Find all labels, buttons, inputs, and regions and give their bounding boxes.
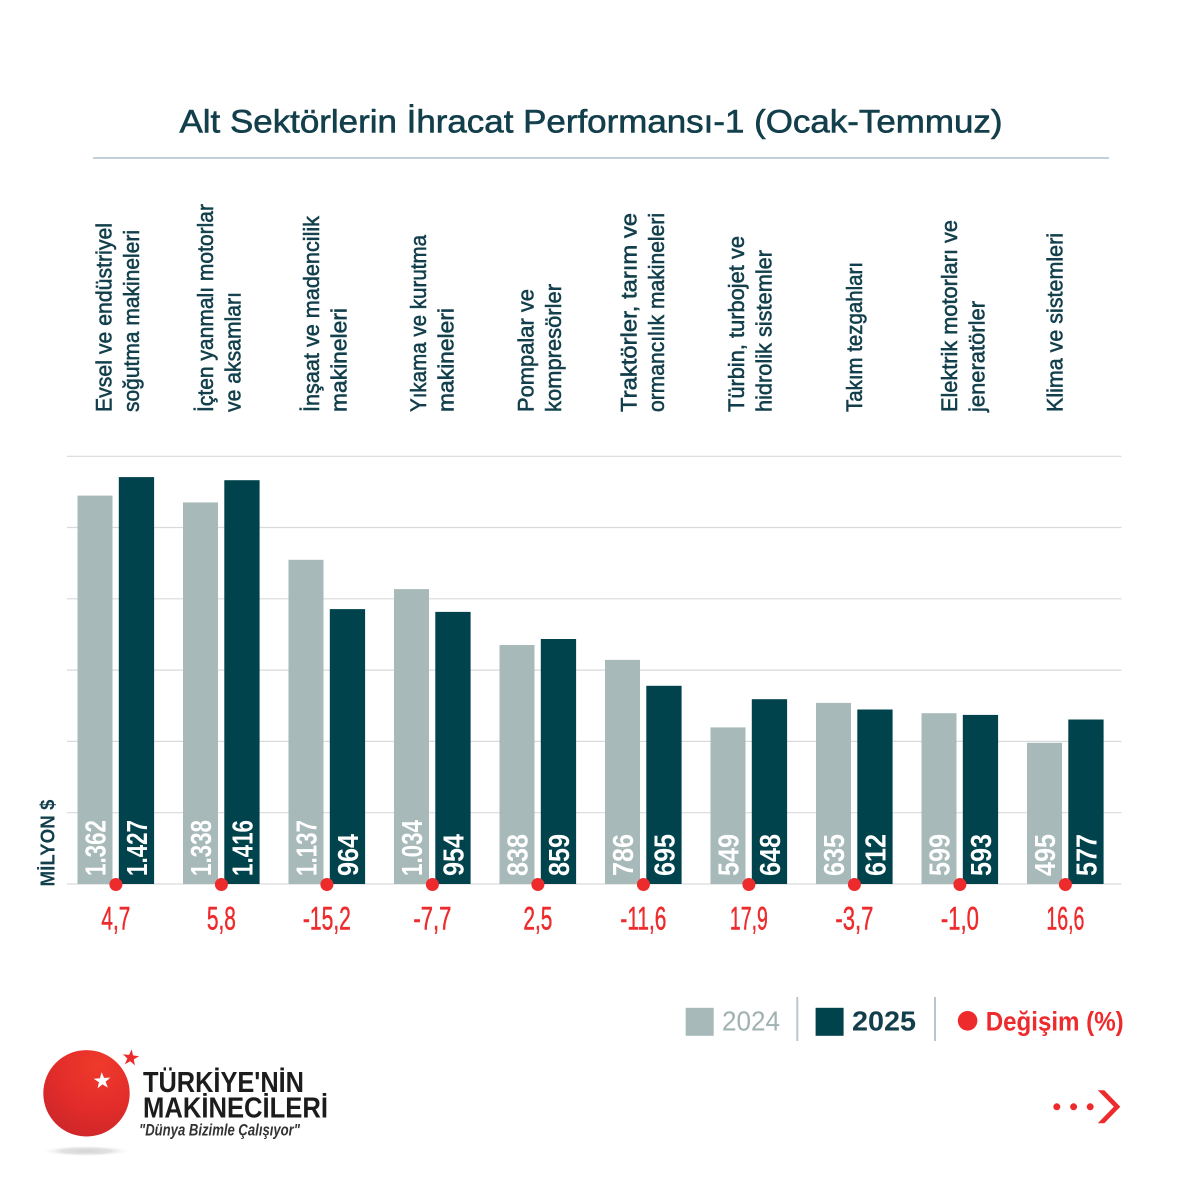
svg-text:MİLYON $: MİLYON $ — [37, 800, 60, 887]
svg-text:17,9: 17,9 — [730, 900, 768, 936]
svg-text:838: 838 — [503, 834, 535, 876]
svg-text:964: 964 — [333, 834, 365, 876]
svg-text:İnşaat ve madencilik: İnşaat ve madencilik — [299, 215, 324, 412]
svg-text:2,5: 2,5 — [523, 900, 552, 936]
svg-text:Klima ve sistemleri: Klima ve sistemleri — [1042, 233, 1067, 412]
svg-text:Elektrik motorları ve: Elektrik motorları ve — [937, 220, 962, 412]
svg-text:İçten yanmalı motorlar: İçten yanmalı motorlar — [193, 204, 218, 412]
svg-text:954: 954 — [439, 834, 471, 876]
svg-text:TÜRKİYE'NİN: TÜRKİYE'NİN — [143, 1066, 304, 1099]
svg-text:1.427: 1.427 — [122, 820, 154, 876]
svg-text:1.362: 1.362 — [81, 820, 113, 876]
svg-text:1.338: 1.338 — [186, 820, 218, 876]
svg-text:Değişim (%): Değişim (%) — [986, 1007, 1124, 1037]
svg-text:Traktörler, tarım ve: Traktörler, tarım ve — [617, 213, 642, 412]
svg-text:1.416: 1.416 — [228, 820, 260, 876]
svg-text:soğutma makineleri: soğutma makineleri — [119, 230, 144, 412]
svg-text:MAKİNECİLERİ: MAKİNECİLERİ — [143, 1093, 328, 1125]
svg-text:2025: 2025 — [852, 1006, 916, 1037]
svg-text:-15,2: -15,2 — [303, 900, 351, 936]
svg-text:1.034: 1.034 — [397, 820, 429, 876]
svg-text:ve aksamları: ve aksamları — [220, 292, 245, 412]
svg-text:-7,7: -7,7 — [413, 900, 451, 936]
svg-text:Takım tezgahları: Takım tezgahları — [842, 262, 867, 412]
svg-text:makineleri: makineleri — [434, 308, 459, 412]
svg-text:makineleri: makineleri — [326, 308, 351, 412]
svg-text:Evsel ve endüstriyel: Evsel ve endüstriyel — [92, 223, 117, 412]
svg-text:648: 648 — [755, 834, 787, 876]
svg-text:635: 635 — [819, 834, 851, 876]
svg-text:-11,6: -11,6 — [620, 900, 666, 936]
svg-text:-3,7: -3,7 — [835, 900, 873, 936]
svg-text:612: 612 — [861, 834, 893, 876]
svg-text:859: 859 — [544, 834, 576, 876]
svg-text:593: 593 — [966, 834, 998, 876]
svg-text:5,8: 5,8 — [207, 900, 236, 936]
svg-text:4,7: 4,7 — [101, 900, 130, 936]
svg-text:Türbin, turbojet ve: Türbin, turbojet ve — [724, 236, 749, 412]
svg-text:786: 786 — [608, 834, 640, 876]
svg-text:"Dünya Bizimle Çalışıyor": "Dünya Bizimle Çalışıyor" — [139, 1121, 301, 1140]
svg-text:2024: 2024 — [722, 1006, 780, 1037]
svg-text:Pompalar ve: Pompalar ve — [513, 289, 538, 412]
svg-text:Alt Sektörlerin İhracat Perfor: Alt Sektörlerin İhracat Performansı-1 (O… — [180, 104, 1003, 140]
svg-text:hidrolik sistemler: hidrolik sistemler — [751, 250, 776, 412]
svg-text:kompresörler: kompresörler — [541, 284, 566, 412]
svg-text:1.137: 1.137 — [292, 820, 324, 876]
svg-text:577: 577 — [1072, 834, 1104, 876]
svg-text:Yıkama ve kurutma: Yıkama ve kurutma — [406, 234, 431, 412]
svg-text:-1,0: -1,0 — [941, 900, 979, 936]
svg-text:599: 599 — [925, 834, 957, 876]
svg-text:ormancılık makineleri: ormancılık makineleri — [644, 213, 669, 412]
svg-text:549: 549 — [714, 834, 746, 876]
svg-text:495: 495 — [1030, 834, 1062, 876]
svg-text:jeneratörler: jeneratörler — [964, 301, 989, 413]
svg-text:16,6: 16,6 — [1046, 900, 1084, 936]
svg-text:695: 695 — [650, 834, 682, 876]
